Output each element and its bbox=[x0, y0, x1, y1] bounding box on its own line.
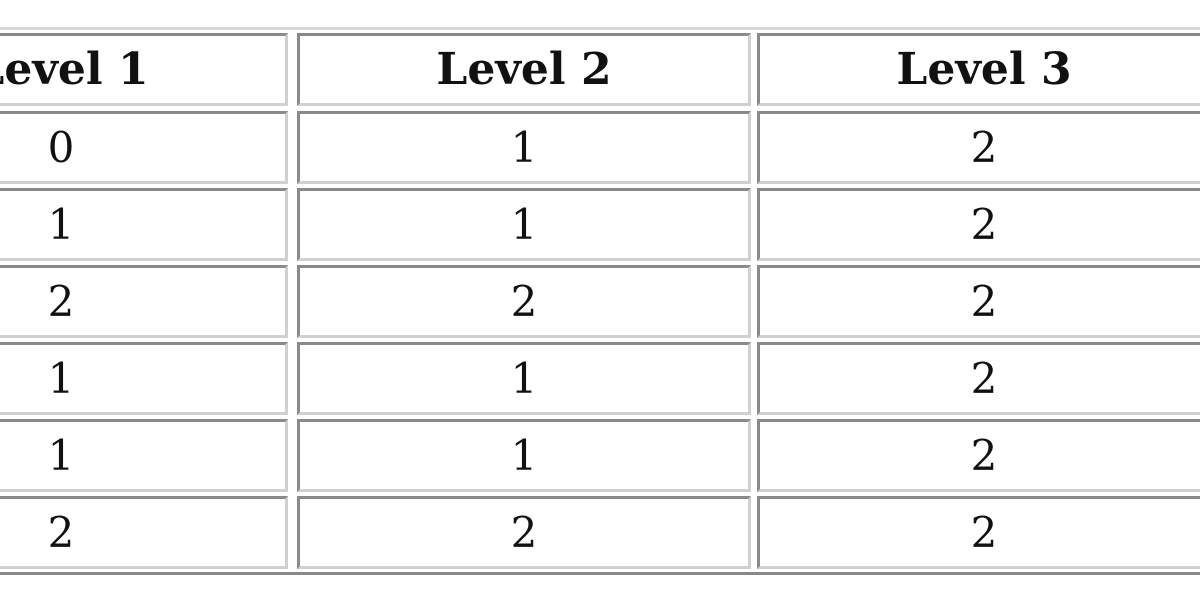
table-cell: 1 bbox=[0, 188, 288, 261]
table-cell: 0 bbox=[0, 111, 288, 184]
table-cell: 1 bbox=[297, 419, 751, 492]
table-cell: 1 bbox=[297, 188, 751, 261]
table-cell: 1 bbox=[297, 342, 751, 415]
table-cell: 2 bbox=[757, 496, 1200, 569]
table-cell: 2 bbox=[757, 111, 1200, 184]
table-cell: 2 bbox=[757, 265, 1200, 338]
table-cell: 2 bbox=[297, 496, 751, 569]
table-cell: 1 bbox=[297, 111, 751, 184]
table-cell: 2 bbox=[757, 188, 1200, 261]
table-cell: 2 bbox=[0, 496, 288, 569]
table-cell: 2 bbox=[757, 419, 1200, 492]
header-cell: Level 2 bbox=[297, 33, 751, 106]
table-cell: 1 bbox=[0, 419, 288, 492]
table-cell: 2 bbox=[297, 265, 751, 338]
table-frame bbox=[0, 27, 1200, 575]
header-cell: Level 3 bbox=[757, 33, 1200, 106]
table-cell: 2 bbox=[0, 265, 288, 338]
header-cell: Level 1 bbox=[0, 33, 288, 106]
table-cell: 1 bbox=[0, 342, 288, 415]
table-cell: 2 bbox=[757, 342, 1200, 415]
